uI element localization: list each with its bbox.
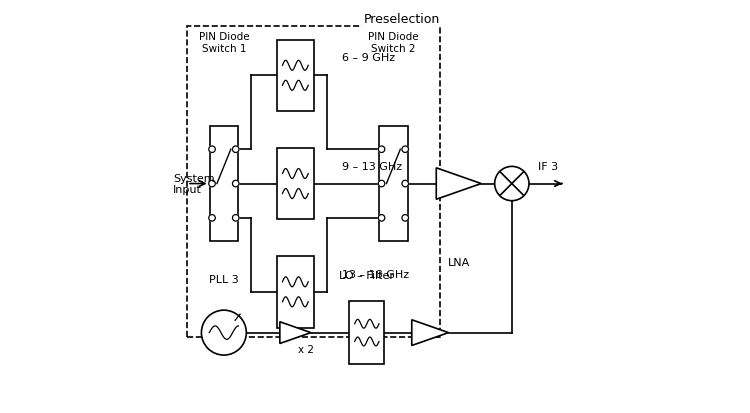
Text: x 2: x 2 [298,344,314,354]
Text: IF 3: IF 3 [538,161,558,171]
Text: PLL 3: PLL 3 [209,274,238,284]
Text: LNA: LNA [448,257,470,267]
Text: System
Input: System Input [172,173,214,195]
Text: LO – Filter: LO – Filter [339,271,394,281]
Circle shape [378,147,385,153]
Circle shape [378,215,385,222]
Circle shape [495,167,529,201]
Circle shape [209,215,215,222]
Circle shape [232,215,239,222]
FancyBboxPatch shape [277,148,314,220]
FancyBboxPatch shape [277,256,314,328]
Circle shape [402,147,409,153]
FancyBboxPatch shape [350,301,384,364]
Polygon shape [280,322,310,344]
Circle shape [232,181,239,188]
Circle shape [209,147,215,153]
Text: PIN Diode
Switch 2: PIN Diode Switch 2 [368,32,419,54]
Circle shape [202,311,246,355]
Circle shape [378,181,385,188]
Text: Preselection: Preselection [364,13,440,26]
FancyBboxPatch shape [379,127,408,241]
Circle shape [209,181,215,188]
Text: 6 – 9 GHz: 6 – 9 GHz [342,53,395,63]
Polygon shape [436,169,482,200]
Circle shape [402,181,409,188]
FancyBboxPatch shape [209,127,238,241]
Circle shape [402,215,409,222]
Text: 13 – 18 GHz: 13 – 18 GHz [342,270,410,280]
Circle shape [232,147,239,153]
FancyBboxPatch shape [277,40,314,112]
Polygon shape [412,320,448,346]
Text: 9 – 13 GHz: 9 – 13 GHz [342,161,403,171]
Text: PIN Diode
Switch 1: PIN Diode Switch 1 [199,32,249,54]
